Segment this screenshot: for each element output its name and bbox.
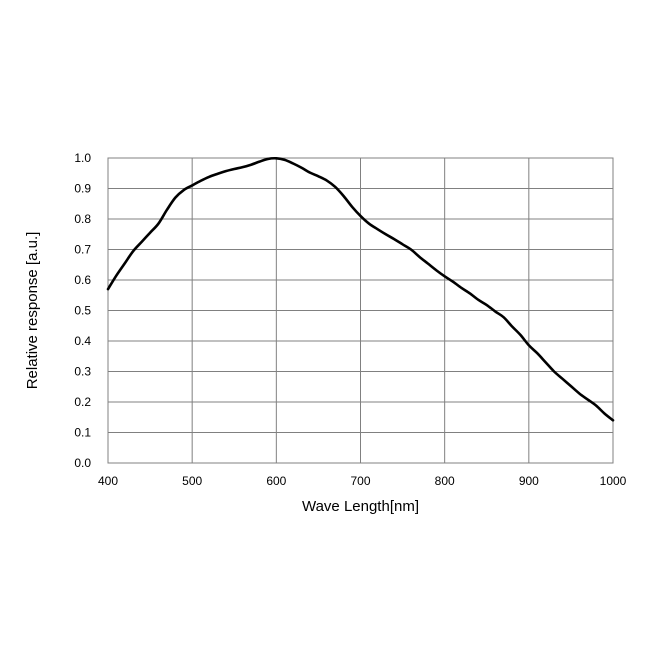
y-tick-label: 0.6 bbox=[74, 273, 91, 287]
response-curve-line bbox=[106, 156, 615, 422]
x-tick-label: 900 bbox=[519, 474, 539, 488]
y-tick-label: 0.8 bbox=[74, 212, 91, 226]
y-axis-title: Relative response [a.u.] bbox=[24, 232, 41, 390]
y-axis-ticks: 0.0 0.1 0.2 0.3 0.4 0.5 0.6 0.7 0.8 0.9 1.0 bbox=[74, 151, 91, 470]
x-axis-title: Wave Length[nm] bbox=[302, 498, 419, 515]
y-tick-label: 0.1 bbox=[74, 426, 91, 440]
y-tick-label: 0.9 bbox=[74, 182, 91, 196]
y-tick-label: 0.4 bbox=[74, 334, 91, 348]
y-tick-label: 0.2 bbox=[74, 395, 91, 409]
x-tick-label: 600 bbox=[266, 474, 286, 488]
y-tick-label: 0.5 bbox=[74, 304, 91, 318]
x-tick-label: 400 bbox=[98, 474, 118, 488]
x-tick-label: 1000 bbox=[600, 474, 627, 488]
grid bbox=[107, 157, 614, 464]
x-tick-label: 700 bbox=[350, 474, 370, 488]
series-layer bbox=[106, 156, 615, 422]
y-tick-label: 0.0 bbox=[74, 456, 91, 470]
x-tick-label: 500 bbox=[182, 474, 202, 488]
y-tick-label: 0.7 bbox=[74, 243, 91, 257]
y-tick-label: 1.0 bbox=[74, 151, 91, 165]
x-axis-ticks: 400 500 600 700 800 900 1000 bbox=[98, 474, 627, 488]
y-tick-label: 0.3 bbox=[74, 365, 91, 379]
x-tick-label: 800 bbox=[435, 474, 455, 488]
plot-area-frame bbox=[107, 157, 614, 464]
